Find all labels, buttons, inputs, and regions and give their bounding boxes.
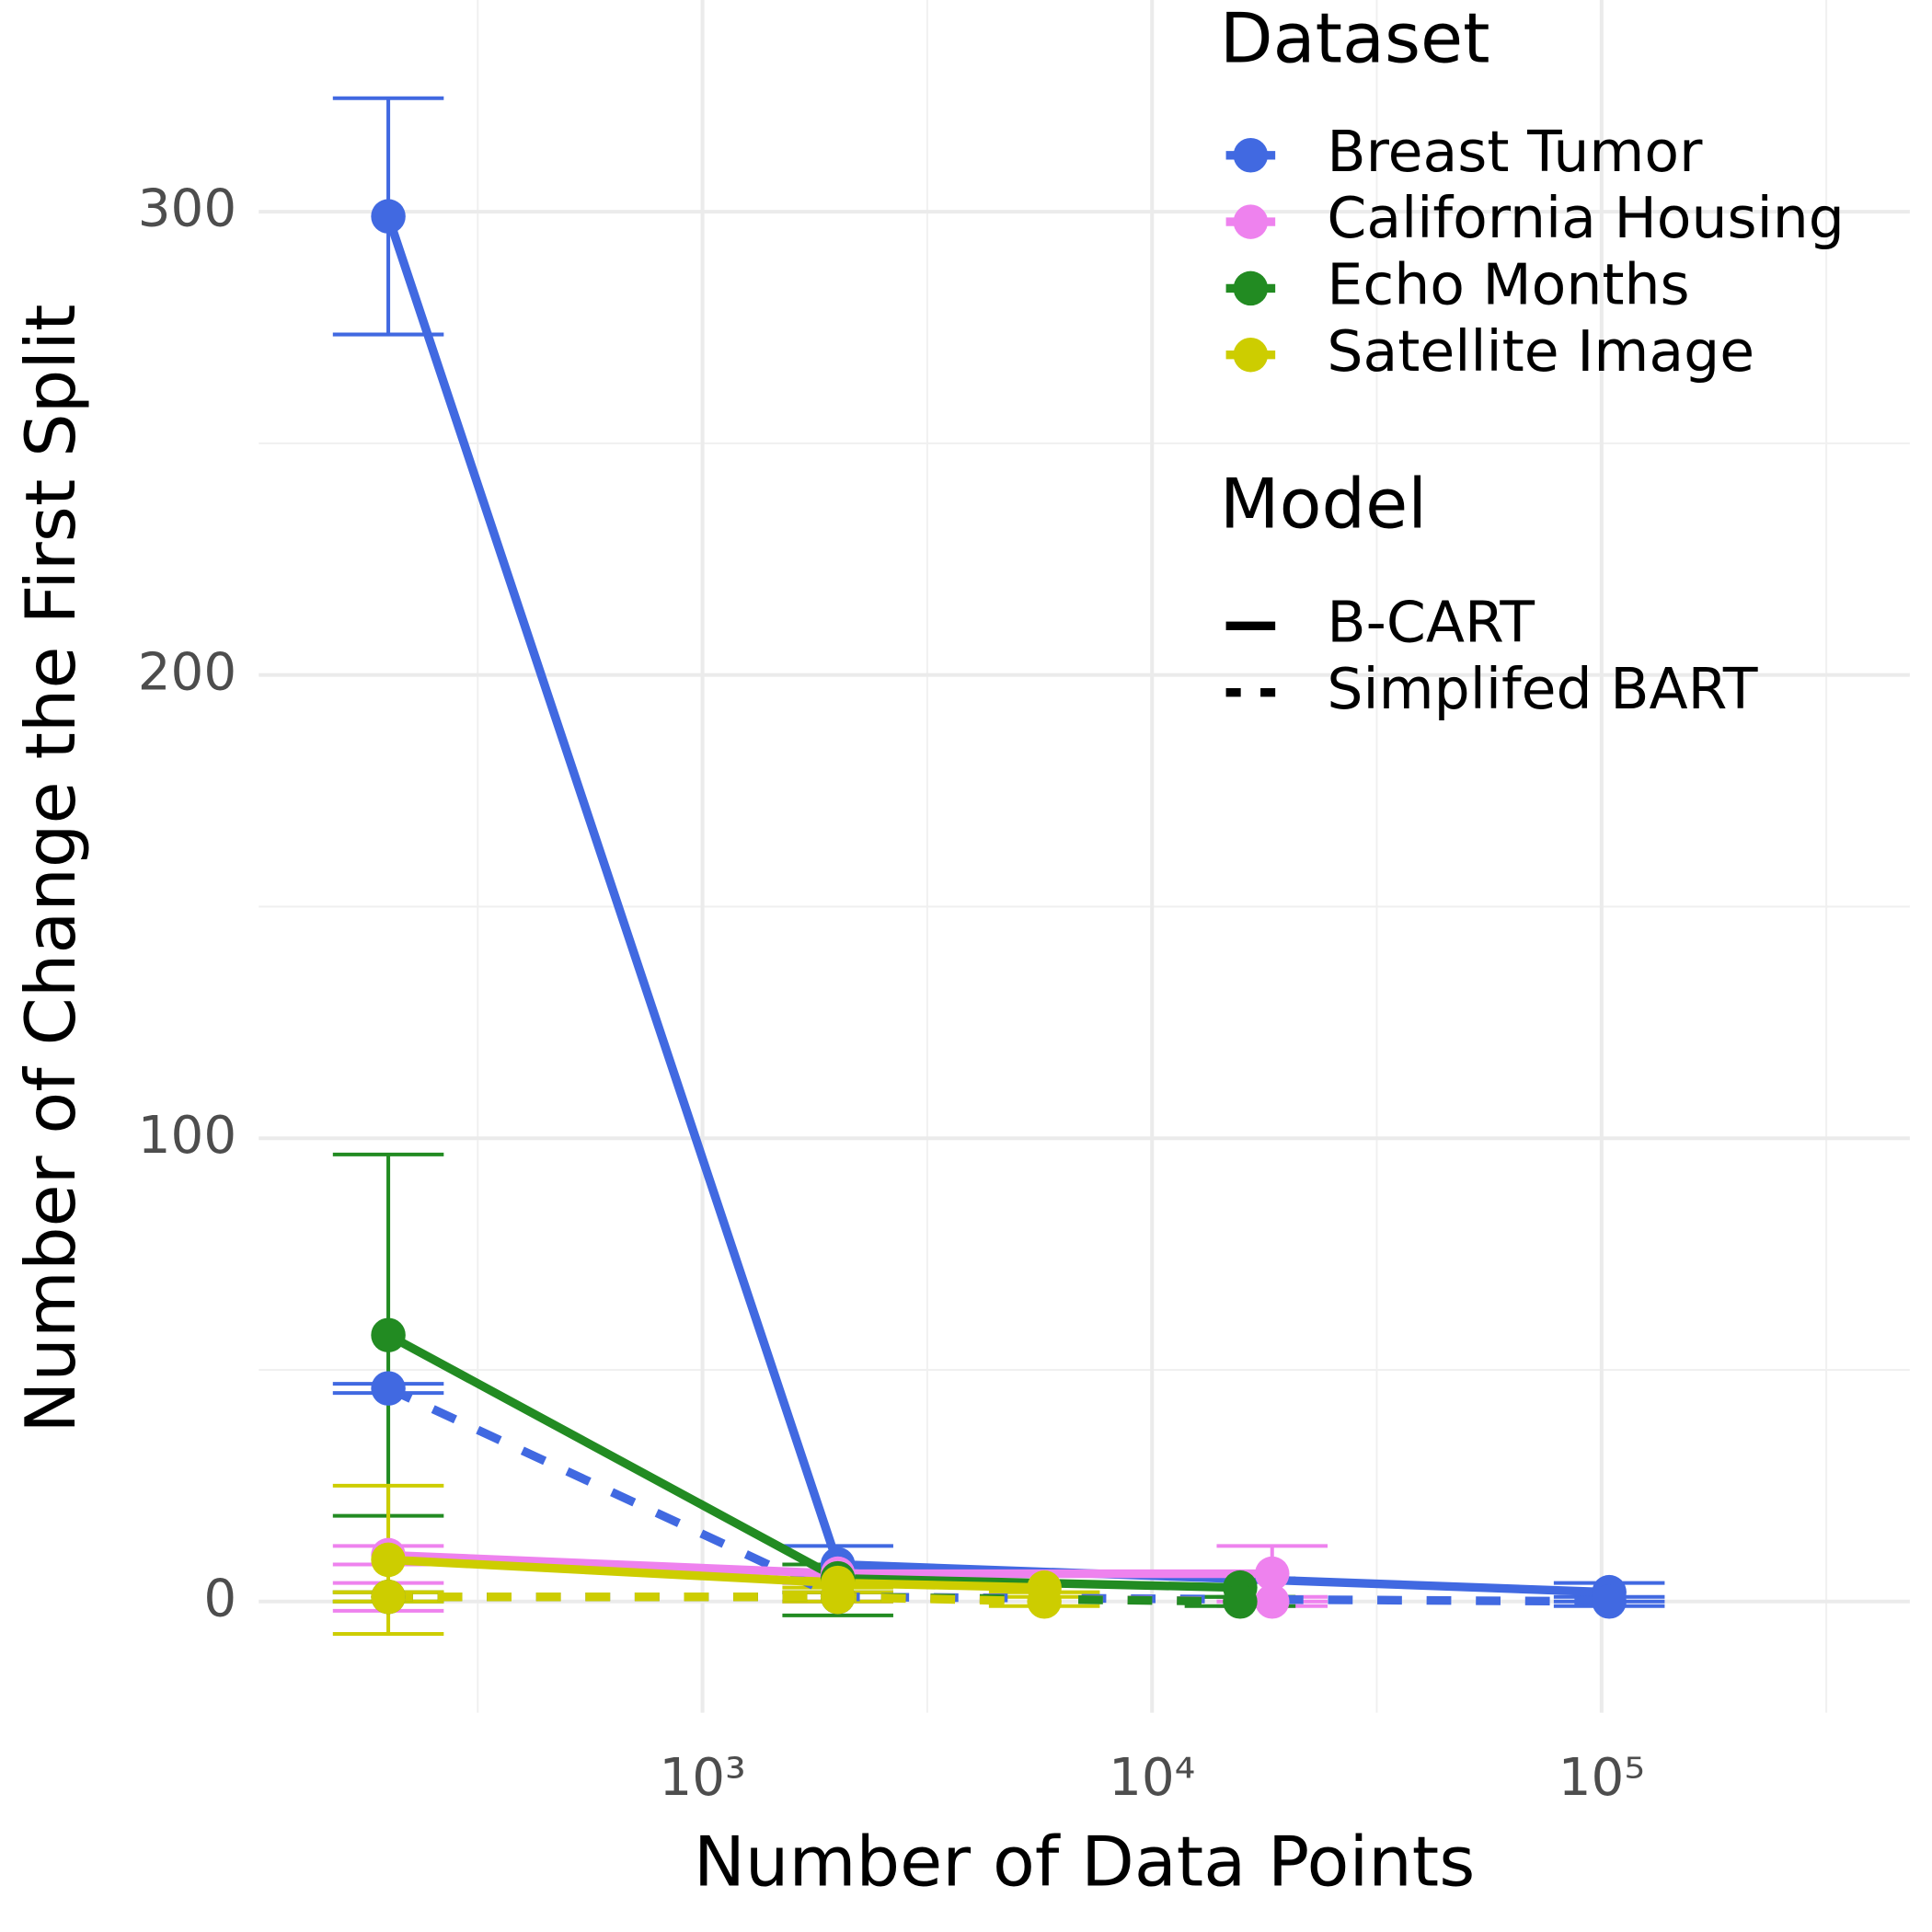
point bbox=[371, 1579, 406, 1615]
legend-label: Breast Tumor bbox=[1327, 119, 1703, 185]
point bbox=[820, 1579, 856, 1615]
x-axis-title: Number of Data Points bbox=[694, 1822, 1475, 1903]
point bbox=[371, 199, 406, 234]
legend-title: Dataset bbox=[1220, 0, 1490, 78]
grid: 0 100 200 300 10³ 10⁴ 10⁵ bbox=[138, 0, 1910, 1808]
y-tick-label: 300 bbox=[138, 179, 236, 239]
x-tick-label: 10⁴ bbox=[1109, 1748, 1195, 1808]
point bbox=[371, 1371, 406, 1406]
x-tick-label: 10⁵ bbox=[1558, 1748, 1645, 1808]
legend-label: Simplifed BART bbox=[1327, 656, 1757, 722]
point bbox=[371, 1317, 406, 1352]
plot bbox=[332, 96, 1665, 1637]
y-tick-label: 100 bbox=[138, 1106, 236, 1166]
legend-key bbox=[1233, 138, 1269, 173]
legend-key bbox=[1233, 204, 1269, 239]
point bbox=[1255, 1584, 1290, 1619]
legend-label: B-CART bbox=[1327, 589, 1535, 655]
point bbox=[1223, 1584, 1258, 1619]
legend-key bbox=[1233, 270, 1269, 306]
legend-key bbox=[1233, 337, 1269, 373]
legend-label: Satellite Image bbox=[1327, 318, 1754, 385]
point bbox=[1027, 1584, 1062, 1619]
point bbox=[371, 1542, 406, 1578]
y-axis-title: Number of Change the First Split bbox=[10, 305, 91, 1433]
point bbox=[1592, 1584, 1627, 1619]
series-line bbox=[385, 1331, 1241, 1593]
y-tick-label: 0 bbox=[203, 1569, 236, 1628]
y-tick-label: 200 bbox=[138, 642, 236, 702]
legend-label: Echo Months bbox=[1327, 251, 1689, 317]
x-tick-label: 10³ bbox=[660, 1748, 746, 1808]
legend-label: California Housing bbox=[1327, 185, 1844, 251]
legend-title: Model bbox=[1220, 464, 1427, 545]
series-line bbox=[384, 214, 1610, 1597]
point bbox=[1255, 1556, 1290, 1592]
